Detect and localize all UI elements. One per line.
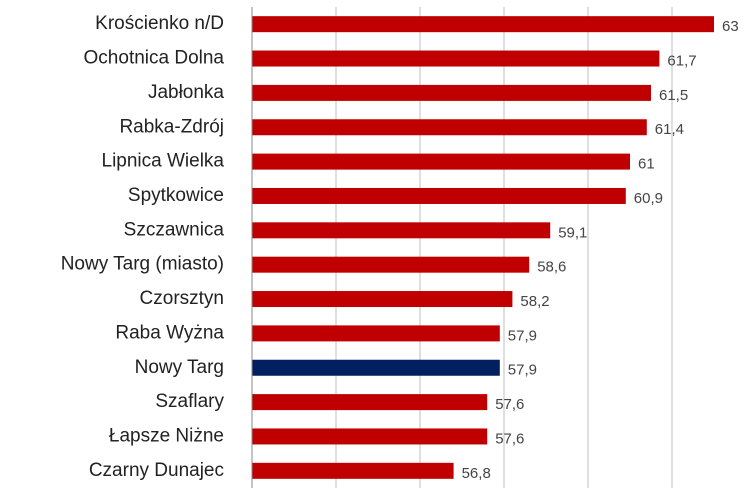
category-label: Nowy Targ (miasto) (61, 254, 224, 275)
bar (252, 291, 513, 308)
bar (252, 187, 626, 204)
value-label: 57,9 (508, 362, 537, 379)
bar (252, 119, 647, 136)
bar (252, 256, 530, 273)
value-label: 63 (722, 18, 739, 35)
bar (252, 222, 551, 239)
category-label: Jabłonka (148, 82, 224, 103)
value-label: 58,6 (537, 259, 566, 276)
bar (252, 428, 488, 445)
value-label: 57,6 (495, 430, 524, 447)
bar (252, 462, 454, 479)
value-label: 57,6 (495, 396, 524, 413)
bar (252, 84, 651, 101)
category-label: Raba Wyżna (115, 322, 224, 343)
category-label: Nowy Targ (135, 357, 224, 378)
category-label: Spytkowice (128, 185, 224, 206)
category-label: Czorsztyn (140, 288, 224, 309)
value-label: 59,1 (558, 224, 587, 241)
category-label: Szaflary (155, 391, 224, 412)
category-label: Rabka-Zdrój (119, 116, 224, 137)
value-label: 58,2 (520, 293, 549, 310)
category-label: Lipnica Wielka (102, 151, 225, 172)
category-label: Szczawnica (124, 219, 225, 240)
value-label: 57,9 (508, 327, 537, 344)
bar (252, 359, 500, 376)
category-label: Ochotnica Dolna (84, 48, 225, 69)
category-label: Krościenko n/D (95, 13, 224, 34)
bar (252, 16, 714, 33)
value-label: 56,8 (462, 465, 491, 482)
bar (252, 394, 488, 411)
value-label: 61,7 (667, 53, 696, 70)
value-label: 60,9 (634, 190, 663, 207)
category-label: Łapsze Niżne (109, 425, 224, 446)
value-label: 61,4 (655, 121, 684, 138)
bar (252, 325, 500, 342)
category-label: Czarny Dunajec (89, 460, 224, 481)
value-label: 61,5 (659, 87, 688, 104)
bar (252, 50, 660, 67)
value-label: 61 (638, 156, 655, 173)
bar (252, 153, 630, 170)
